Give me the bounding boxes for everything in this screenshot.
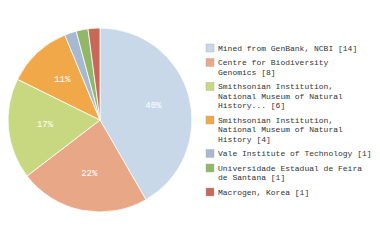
legend-swatch (206, 44, 214, 52)
legend-item: Centre for BiodiversityGenomics [8] (206, 58, 329, 77)
data-label: 17% (37, 120, 54, 130)
legend-item: Smithsonian Institution,National Museum … (206, 116, 343, 144)
legend-item: Universidade Estadual de Feirade Santana… (206, 164, 362, 183)
legend-label-line: Mined from GenBank, NCBI [14] (218, 44, 357, 53)
legend-label-line: History [4] (218, 135, 271, 144)
legend-label-line: Vale Institute of Technology [1] (218, 149, 372, 158)
pie-slice (76, 29, 100, 120)
data-label: 40% (145, 101, 162, 111)
legend-swatch (206, 150, 214, 158)
legend-swatch (206, 59, 214, 67)
legend-label-line: Smithsonian Institution, (218, 82, 333, 91)
legend-label-line: de Santana [1] (218, 173, 285, 182)
data-label: 22% (81, 169, 98, 179)
legend-swatch (206, 164, 214, 172)
legend-label: Universidade Estadual de Feirade Santana… (218, 164, 362, 183)
legend-label-line: Centre for Biodiversity (218, 58, 329, 67)
legend-label: Macrogen, Korea [1] (218, 188, 309, 197)
legend-swatch (206, 188, 214, 196)
legend-label-line: National Museum of Natural (218, 92, 343, 101)
legend: Mined from GenBank, NCBI [14] Centre for … (206, 44, 372, 197)
legend-label-line: History... [6] (218, 101, 285, 110)
legend-label: Centre for BiodiversityGenomics [8] (218, 58, 329, 77)
legend-label-line: National Museum of Natural (218, 125, 343, 134)
chart: 40% 22% 17% 11% Mined from GenBank, NCBI [14… (0, 0, 380, 240)
legend-item: Mined from GenBank, NCBI [14] (206, 44, 357, 53)
legend-label-line: Smithsonian Institution, (218, 116, 333, 125)
pie (8, 28, 192, 212)
pie-slice (88, 28, 100, 120)
legend-label: Vale Institute of Technology [1] (218, 149, 372, 158)
legend-label: Mined from GenBank, NCBI [14] (218, 44, 357, 53)
legend-label-line: Genomics [8] (218, 68, 276, 77)
legend-swatch (206, 83, 214, 91)
legend-item: Smithsonian Institution,National Museum … (206, 82, 343, 110)
legend-label: Smithsonian Institution,National Museum … (218, 82, 343, 110)
legend-item: Vale Institute of Technology [1] (206, 149, 372, 158)
legend-swatch (206, 116, 214, 124)
legend-item: Macrogen, Korea [1] (206, 188, 309, 197)
data-label: 11% (54, 75, 71, 85)
legend-label-line: Macrogen, Korea [1] (218, 188, 309, 197)
legend-label: Smithsonian Institution,National Museum … (218, 116, 343, 144)
data-labels: 40% 22% 17% 11% (37, 75, 162, 179)
legend-label-line: Universidade Estadual de Feira (218, 164, 362, 173)
